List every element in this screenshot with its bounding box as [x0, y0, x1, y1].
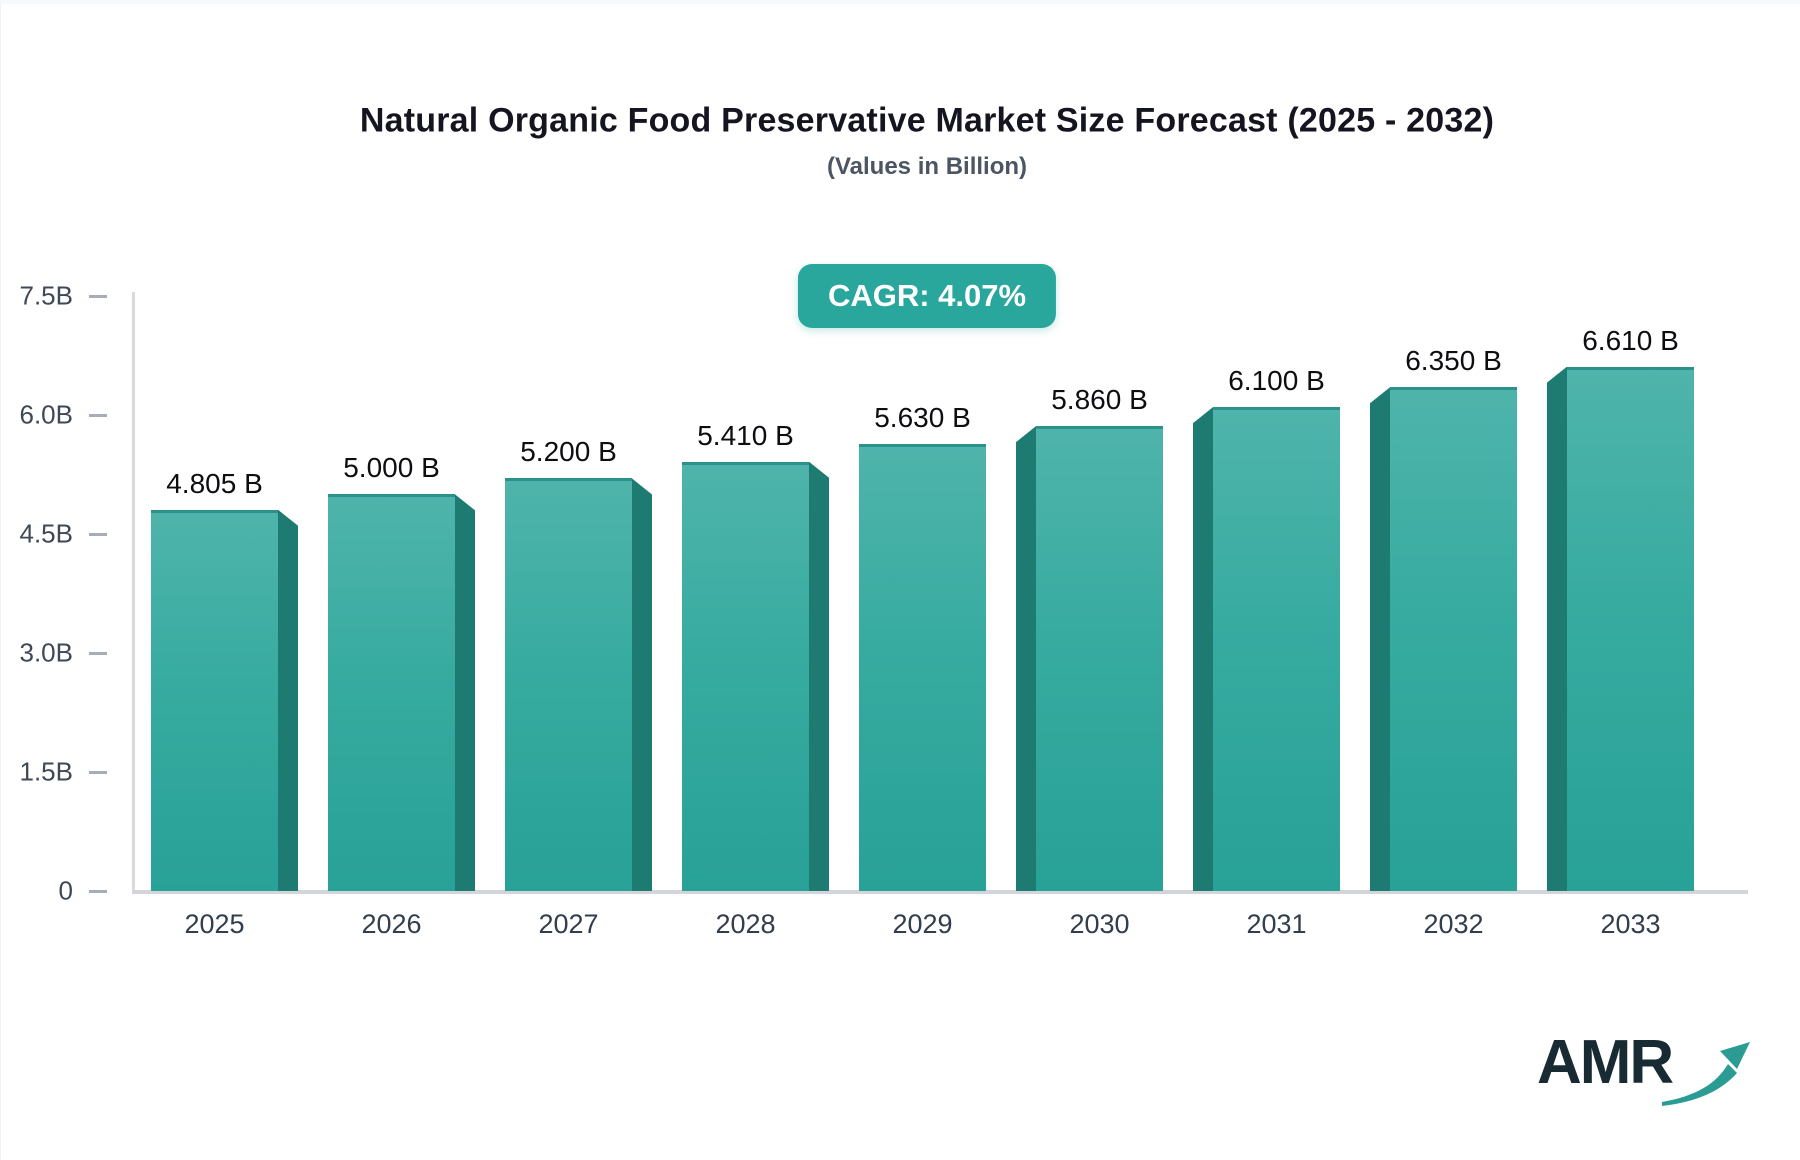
x-category-label: 2028 — [715, 909, 776, 939]
y-tick-label: 4.5B — [19, 518, 74, 549]
bar-value-label: 5.410 B — [697, 419, 794, 451]
bar-value-label: 5.860 B — [1051, 384, 1148, 416]
amr-logo-text: AMR — [1537, 1028, 1674, 1097]
x-category-label: 2025 — [184, 909, 245, 939]
x-category-label: 2026 — [361, 909, 422, 939]
bar-side-face — [1193, 407, 1213, 891]
bar-2031 — [1213, 407, 1340, 891]
y-tick-label: 0 — [58, 875, 73, 906]
y-axis-line — [132, 292, 135, 893]
y-tick-label: 6.0B — [19, 399, 74, 430]
bar-value-label: 5.200 B — [520, 436, 617, 468]
chart-title: Natural Organic Food Preservative Market… — [359, 101, 1495, 140]
x-axis-line — [132, 890, 1748, 894]
bar-side-face — [1016, 426, 1036, 891]
bar-2032 — [1390, 387, 1517, 891]
bar-value-label: 4.805 B — [166, 467, 263, 499]
bar-value-label: 6.350 B — [1405, 345, 1502, 377]
y-tick-mark — [89, 770, 107, 774]
bar-value-label: 5.630 B — [874, 402, 971, 434]
bar-side-face — [809, 461, 829, 891]
x-category-label: 2030 — [1069, 909, 1130, 939]
x-category-label: 2031 — [1246, 909, 1307, 939]
bar-side-face — [278, 509, 298, 891]
y-tick-mark — [89, 294, 107, 298]
y-tick-label: 1.5B — [19, 756, 74, 787]
y-tick-mark — [89, 651, 107, 655]
y-tick-mark — [89, 889, 107, 893]
x-category-label: 2032 — [1423, 909, 1484, 939]
y-tick-mark — [89, 413, 107, 417]
bar-2030 — [1036, 426, 1163, 891]
x-category-label: 2029 — [892, 909, 953, 939]
bar-2027 — [505, 478, 632, 891]
bar-side-face — [632, 478, 652, 891]
amr-logo: AMR — [1537, 1032, 1758, 1112]
bar-side-face — [1370, 387, 1390, 891]
bar-2029 — [859, 444, 986, 891]
x-category-label: 2027 — [538, 909, 599, 939]
y-tick-mark — [89, 532, 107, 536]
y-tick-label: 7.5B — [19, 280, 74, 311]
x-category-label: 2033 — [1600, 909, 1661, 939]
bar-value-label: 5.000 B — [343, 452, 440, 484]
bar-2033 — [1567, 366, 1694, 891]
cagr-badge: CAGR: 4.07% — [797, 264, 1057, 328]
bar-2026 — [328, 494, 455, 891]
bar-side-face — [455, 494, 475, 891]
y-tick-label: 3.0B — [19, 637, 74, 668]
growth-arrow-icon — [1662, 1042, 1751, 1106]
chart-subtitle: (Values in Billion) — [826, 153, 1028, 180]
bar-value-label: 6.100 B — [1228, 365, 1325, 397]
bar-2025 — [151, 509, 278, 891]
bar-side-face — [1547, 366, 1567, 891]
bar-2028 — [682, 461, 809, 891]
bar-value-label: 6.610 B — [1582, 324, 1679, 356]
